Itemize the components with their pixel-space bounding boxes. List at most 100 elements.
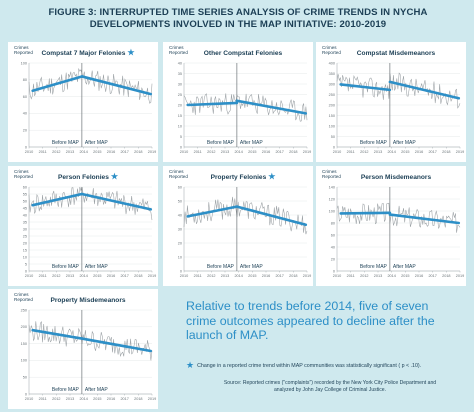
x-tick-label: 2010 bbox=[25, 150, 33, 154]
before-map-label: Before MAP bbox=[360, 264, 388, 270]
x-tick-label: 2011 bbox=[347, 274, 355, 278]
chart-title: Property Felonies ★ bbox=[211, 172, 277, 181]
x-tick-label: 2015 bbox=[93, 150, 101, 154]
x-tick-label: 2018 bbox=[134, 150, 142, 154]
x-tick-label: 2011 bbox=[39, 274, 47, 278]
chart-title: Person Felonies ★ bbox=[58, 172, 119, 181]
x-tick-label: 2011 bbox=[194, 150, 202, 154]
y-tick-label: 200 bbox=[21, 325, 27, 329]
x-tick-label: 2014 bbox=[387, 274, 395, 278]
trend-line-before bbox=[339, 211, 392, 215]
y-axis-label-line1: Crimes bbox=[322, 45, 337, 50]
chart-panel-2: Crimes Reported Compstat Misdemeanors 0 50 10… bbox=[316, 42, 466, 162]
y-tick-label: 60 bbox=[23, 185, 27, 189]
x-tick-label: 2010 bbox=[333, 150, 341, 154]
x-tick-label: 2014 bbox=[234, 150, 242, 154]
y-axis-label-line1: Crimes bbox=[14, 45, 29, 50]
x-tick-label: 2017 bbox=[275, 274, 283, 278]
x-tick-label: 2013 bbox=[66, 150, 74, 154]
source-line1: Source: Reported crimes ("complaints") r… bbox=[223, 380, 437, 386]
significance-note: ★ Change in a reported crime trend within… bbox=[186, 361, 468, 370]
x-tick-label: 2011 bbox=[39, 150, 47, 154]
after-map-label: After MAP bbox=[393, 140, 416, 146]
y-tick-label: 60 bbox=[23, 95, 27, 99]
trend-line-after bbox=[388, 80, 461, 100]
y-tick-label: 350 bbox=[329, 72, 335, 76]
y-axis-label-line1: Crimes bbox=[169, 45, 184, 50]
x-tick-label: 2012 bbox=[207, 150, 215, 154]
trend-line-after bbox=[80, 75, 153, 96]
y-tick-label: 100 bbox=[329, 209, 335, 213]
y-axis-label-line2: Reported bbox=[322, 174, 341, 179]
x-tick-label: 2017 bbox=[120, 274, 128, 278]
x-tick-label: 2014 bbox=[79, 397, 87, 401]
significance-note-text: Change in a reported crime trend within … bbox=[197, 363, 422, 369]
y-tick-label: 200 bbox=[329, 103, 335, 107]
x-tick-label: 2017 bbox=[275, 150, 283, 154]
x-tick-label: 2018 bbox=[134, 397, 142, 401]
summary-callout: Relative to trends before 2014, five of … bbox=[186, 299, 435, 342]
before-map-label: Before MAP bbox=[360, 140, 388, 146]
chart-panel-0: Crimes Reported Compstat 7 Major Felonies ★… bbox=[8, 42, 158, 162]
y-tick-label: 20 bbox=[178, 241, 182, 245]
y-tick-label: 150 bbox=[21, 342, 27, 346]
chart-title: Property Misdemeanors bbox=[50, 297, 125, 304]
trend-line-before bbox=[186, 101, 239, 107]
y-tick-label: 25 bbox=[178, 93, 182, 97]
x-tick-label: 2013 bbox=[221, 274, 229, 278]
x-tick-label: 2017 bbox=[120, 397, 128, 401]
trend-line-before bbox=[31, 75, 84, 93]
x-tick-label: 2013 bbox=[66, 274, 74, 278]
y-tick-label: 40 bbox=[178, 213, 182, 217]
y-tick-label: 40 bbox=[178, 61, 182, 65]
chart-panel-5: Crimes Reported Person Misdemeanors 0 20 40 60… bbox=[316, 166, 466, 286]
y-tick-label: 20 bbox=[23, 241, 27, 245]
x-tick-label: 2018 bbox=[442, 150, 450, 154]
y-axis-label-line1: Crimes bbox=[14, 169, 29, 174]
x-tick-label: 2018 bbox=[289, 150, 297, 154]
y-tick-label: 120 bbox=[329, 197, 335, 201]
source-note: Source: Reported crimes ("complaints") r… bbox=[194, 380, 466, 394]
y-tick-label: 30 bbox=[178, 227, 182, 231]
significance-star-icon: ★ bbox=[268, 172, 276, 181]
y-tick-label: 5 bbox=[180, 135, 182, 139]
figure-title-line1: FIGURE 3: INTERRUPTED TIME SERIES ANALYS… bbox=[48, 7, 428, 18]
y-tick-label: 20 bbox=[178, 103, 182, 107]
x-tick-label: 2012 bbox=[360, 150, 368, 154]
y-tick-label: 35 bbox=[23, 220, 27, 224]
y-tick-label: 0 bbox=[25, 392, 27, 396]
y-tick-label: 45 bbox=[23, 206, 27, 210]
y-axis-label-line2: Reported bbox=[14, 50, 33, 55]
monthly-series-line bbox=[183, 196, 308, 235]
trend-line-after bbox=[80, 192, 153, 211]
y-tick-label: 20 bbox=[23, 129, 27, 133]
y-tick-label: 40 bbox=[331, 245, 335, 249]
y-tick-label: 50 bbox=[178, 199, 182, 203]
x-tick-label: 2019 bbox=[148, 150, 156, 154]
trend-line-after bbox=[388, 213, 461, 225]
y-axis-label-line1: Crimes bbox=[169, 169, 184, 174]
x-tick-label: 2016 bbox=[415, 150, 423, 154]
y-tick-label: 80 bbox=[331, 221, 335, 225]
x-tick-label: 2013 bbox=[221, 150, 229, 154]
y-tick-label: 80 bbox=[23, 78, 27, 82]
y-tick-label: 250 bbox=[329, 93, 335, 97]
significance-star-icon: ★ bbox=[111, 172, 119, 181]
y-tick-label: 40 bbox=[23, 213, 27, 217]
trend-line-before bbox=[186, 205, 239, 218]
after-map-label: After MAP bbox=[240, 140, 263, 146]
monthly-series-line bbox=[183, 93, 308, 122]
x-tick-label: 2017 bbox=[428, 150, 436, 154]
x-tick-label: 2015 bbox=[401, 150, 409, 154]
x-tick-label: 2010 bbox=[25, 397, 33, 401]
y-tick-label: 10 bbox=[178, 255, 182, 259]
y-tick-label: 60 bbox=[331, 233, 335, 237]
x-tick-label: 2013 bbox=[374, 150, 382, 154]
monthly-series-line bbox=[336, 202, 461, 233]
y-tick-label: 0 bbox=[25, 145, 27, 149]
